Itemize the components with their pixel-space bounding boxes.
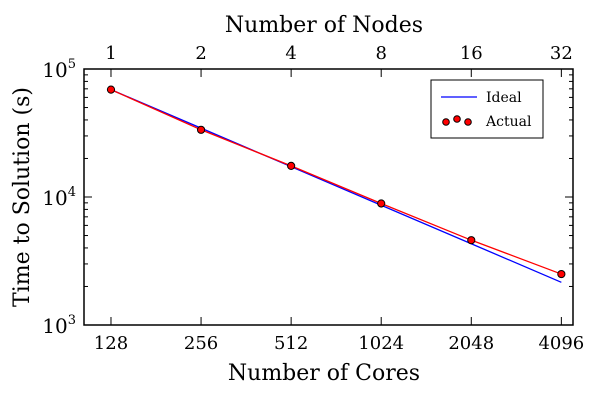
x-tick-label-bottom: 1024 bbox=[358, 333, 404, 354]
x-tick-label-bottom: 256 bbox=[184, 333, 218, 354]
x-axis-bottom-label: Number of Cores bbox=[228, 361, 420, 386]
x-tick-label-bottom: 4096 bbox=[538, 333, 584, 354]
y-tick-label: 105 bbox=[42, 57, 76, 82]
data-point-actual bbox=[557, 269, 566, 279]
x-tick-label-top: 32 bbox=[550, 43, 573, 64]
y-tick-label: 104 bbox=[42, 185, 76, 210]
legend-swatch-actual bbox=[442, 118, 450, 126]
legend-swatch-actual bbox=[453, 115, 461, 123]
y-axis-label: Time to Solution (s) bbox=[10, 87, 35, 307]
y-tick-label: 103 bbox=[42, 313, 76, 338]
series-line-actual bbox=[110, 89, 562, 275]
plot-area: 128 1 256 2 512 4 1024 8 2048 16 4096 32 103 104 105 Id… bbox=[42, 43, 584, 354]
legend-label-ideal: Ideal bbox=[486, 90, 522, 106]
x-tick-label-top: 1 bbox=[105, 43, 116, 64]
data-point-actual bbox=[467, 236, 476, 245]
x-tick-label-top: 2 bbox=[195, 43, 206, 64]
legend-swatch-actual bbox=[464, 118, 472, 126]
legend-box bbox=[430, 79, 544, 139]
x-tick-label-top: 8 bbox=[375, 43, 386, 64]
data-point-actual bbox=[106, 85, 116, 94]
data-point-actual bbox=[287, 161, 296, 170]
x-tick-label-bottom: 2048 bbox=[448, 333, 494, 354]
x-tick-label-top: 16 bbox=[460, 43, 483, 64]
x-tick-label-bottom: 128 bbox=[94, 333, 128, 354]
x-tick-label-bottom: 512 bbox=[274, 333, 308, 354]
data-point-actual bbox=[196, 125, 206, 134]
x-axis-top-label: Number of Nodes bbox=[225, 13, 423, 38]
x-tick-label-top: 4 bbox=[285, 43, 296, 64]
data-point-actual bbox=[377, 199, 386, 208]
legend-label-actual: Actual bbox=[485, 114, 532, 130]
series-line-ideal bbox=[110, 89, 562, 283]
